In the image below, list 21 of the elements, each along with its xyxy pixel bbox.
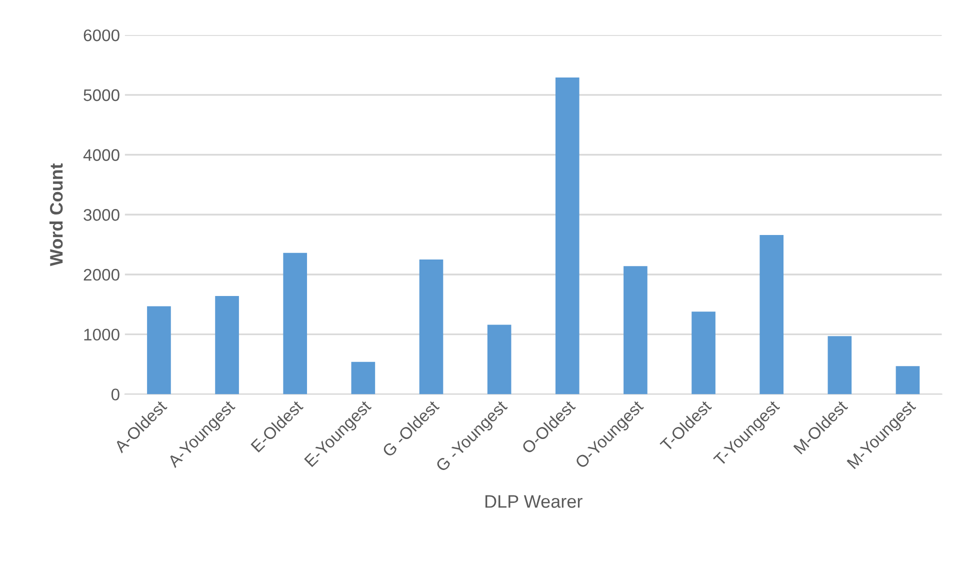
x-axis-title: DLP Wearer	[485, 495, 582, 508]
bar	[215, 296, 239, 394]
bar	[351, 362, 376, 394]
y-tick-label: 0	[111, 388, 120, 400]
bar	[419, 260, 444, 394]
bar	[692, 312, 716, 394]
y-axis-title: Word Count	[50, 163, 63, 266]
bar	[487, 324, 512, 394]
y-tick-label: 6000	[84, 29, 120, 42]
bar	[147, 306, 171, 394]
bar	[624, 266, 648, 394]
bar	[896, 366, 920, 394]
bar	[828, 336, 852, 394]
bar	[283, 252, 308, 394]
y-tick-label: 2000	[84, 268, 120, 281]
y-tick-label: 1000	[84, 328, 120, 341]
y-tick-label: 4000	[83, 149, 120, 161]
y-tick-label: 3000	[84, 209, 120, 221]
bar	[760, 234, 784, 394]
bar	[555, 78, 580, 394]
y-tick-label: 5000	[84, 89, 120, 102]
